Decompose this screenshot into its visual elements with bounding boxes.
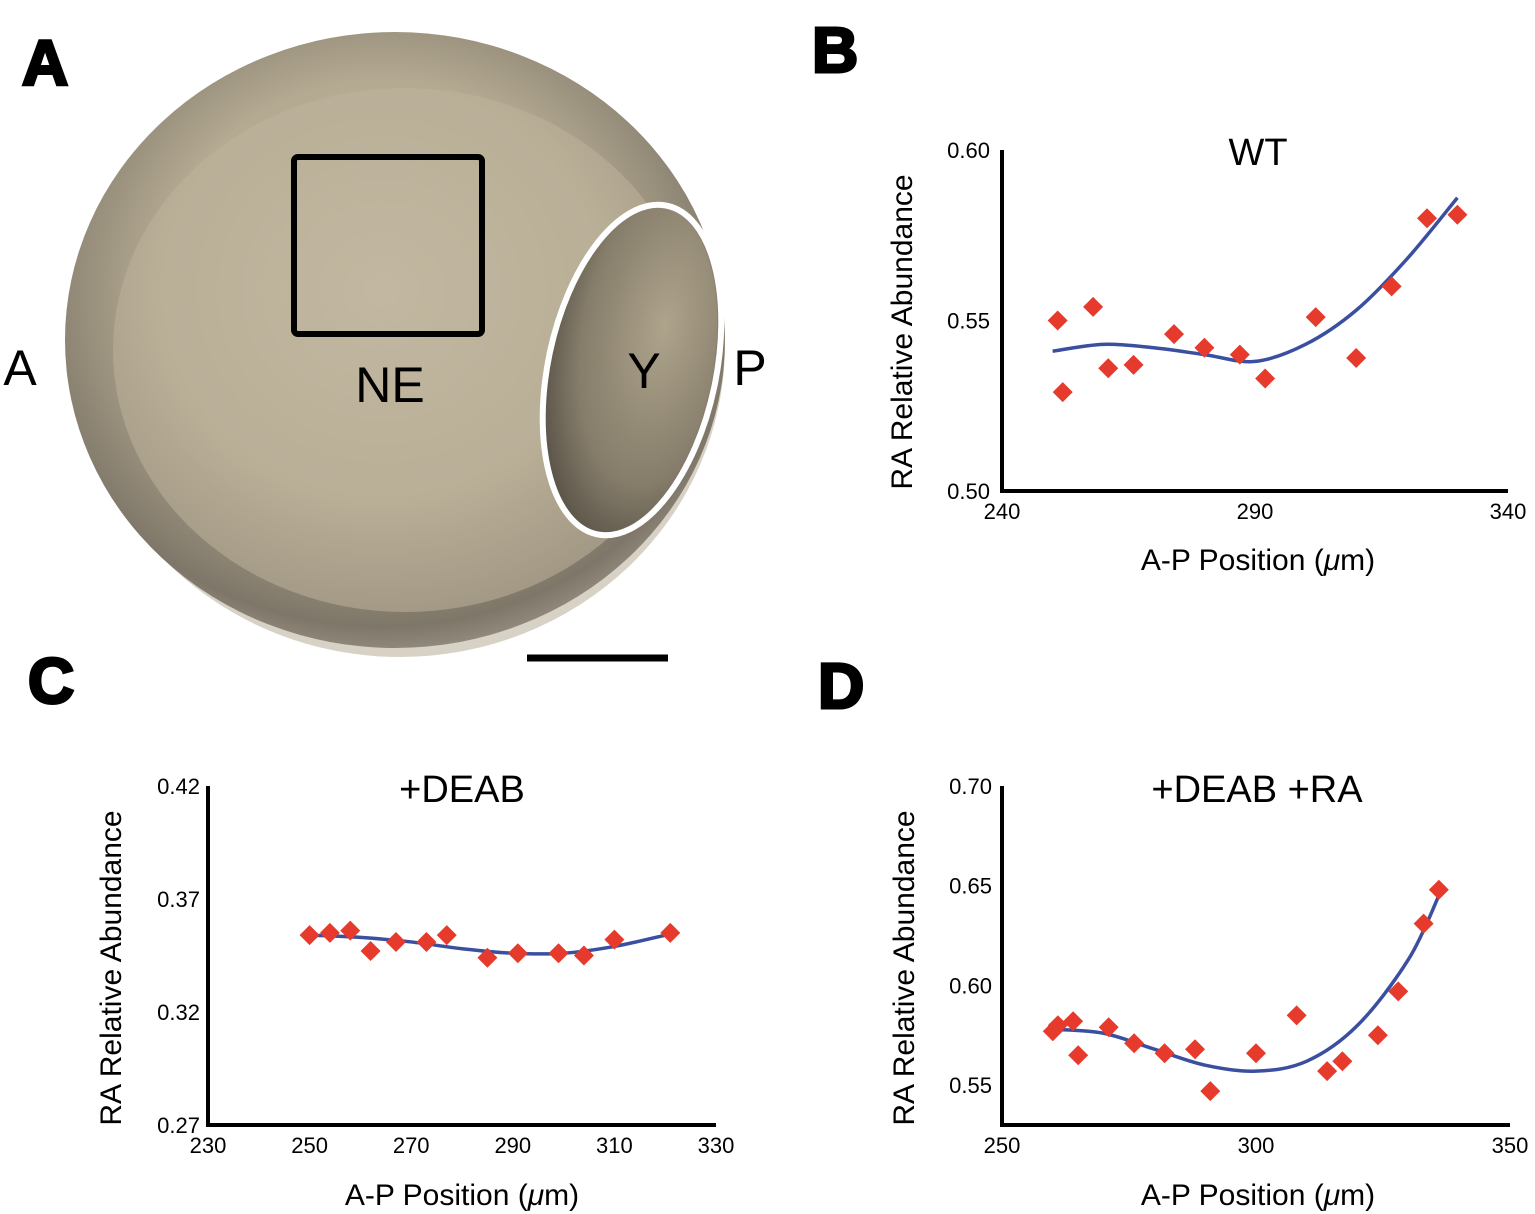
x-tick-label: 310: [596, 1133, 633, 1158]
y-tick-label: 0.37: [157, 887, 200, 912]
data-point-marker: [1047, 1015, 1068, 1036]
data-point-marker: [1098, 1017, 1119, 1038]
y-tick-label: 0.27: [157, 1113, 200, 1138]
y-tick-label: 0.42: [157, 774, 200, 799]
data-point-marker: [660, 922, 681, 943]
data-point-marker: [1123, 354, 1144, 375]
data-point-marker: [299, 925, 320, 946]
x-tick-label: 290: [1237, 499, 1274, 524]
data-point-marker: [1367, 1025, 1388, 1046]
neural-ectoderm-label: NE: [355, 357, 424, 413]
data-point-marker: [1098, 358, 1119, 379]
panel-a: A NE Y A P: [3, 26, 767, 662]
y-tick-label: 0.70: [949, 774, 992, 799]
data-point-marker: [1200, 1081, 1221, 1102]
x-axis-title: A-P Position (μm): [1141, 1179, 1375, 1212]
data-point-marker: [604, 929, 625, 950]
yolk-outline: [539, 201, 725, 539]
data-point-marker: [1428, 879, 1449, 900]
x-tick-label: 250: [984, 1133, 1021, 1158]
data-point-marker: [1381, 276, 1402, 297]
neural-ectoderm-box: [291, 154, 485, 337]
data-point-marker: [1083, 296, 1104, 317]
chart-d: 250 300 350 0.55 0.60 0.65 0.70 +DEAB +RA A-P Po…: [888, 769, 1528, 1212]
axes-c: [206, 786, 716, 1127]
data-point-marker: [1346, 348, 1367, 369]
x-axis-title: A-P Position (μm): [1141, 544, 1375, 577]
data-point-marker: [385, 931, 406, 952]
data-point-marker: [340, 920, 361, 941]
data-point-marker: [360, 940, 381, 961]
data-point-marker: [1417, 208, 1438, 229]
panel-letter-d: D: [818, 650, 864, 722]
data-point-marker: [1332, 1051, 1353, 1072]
y-axis-title: RA Relative Abundance: [95, 810, 128, 1125]
y-tick-label: 0.65: [949, 874, 992, 899]
data-point-marker: [1052, 382, 1073, 403]
posterior-label: P: [733, 340, 766, 396]
data-point-marker: [1447, 204, 1468, 225]
chart-title: WT: [1228, 132, 1287, 174]
y-tick-label: 0.55: [947, 309, 990, 334]
data-point-marker: [477, 947, 498, 968]
yolk-label: Y: [627, 343, 660, 399]
data-point-marker: [1229, 344, 1250, 365]
data-point-marker: [1154, 1043, 1175, 1064]
y-tick-label: 0.50: [947, 479, 990, 504]
x-axis-title: A-P Position (μm): [345, 1179, 579, 1212]
anterior-label: A: [3, 340, 37, 396]
data-point-marker: [573, 945, 594, 966]
axes-d: [1000, 786, 1510, 1127]
x-tick-label: 290: [494, 1133, 531, 1158]
data-point-marker: [1164, 324, 1185, 345]
data-point-marker: [1185, 1039, 1206, 1060]
data-point-marker: [1063, 1011, 1084, 1032]
data-point-marker: [1194, 337, 1215, 358]
x-tick-label: 340: [1490, 499, 1527, 524]
x-tick-label: 300: [1238, 1133, 1275, 1158]
data-point-marker: [507, 943, 528, 964]
x-tick-label: 250: [291, 1133, 328, 1158]
yolk-region: [542, 207, 718, 533]
fit-curve: [1052, 196, 1459, 364]
chart-b: 240 290 340 0.50 0.55 0.60 WT A-P Position (μm)…: [886, 132, 1526, 577]
axes-b: [1000, 150, 1508, 493]
x-tick-label: 350: [1492, 1133, 1529, 1158]
data-point-marker: [1255, 368, 1276, 389]
chart-c: 230 250 270 290 310 330 0.27 0.32 0.37 0.42 +DEAB A…: [95, 769, 734, 1212]
data-point-marker: [1305, 307, 1326, 328]
y-tick-label: 0.32: [157, 1000, 200, 1025]
y-axis-title: RA Relative Abundance: [886, 174, 919, 489]
x-tick-label: 240: [984, 499, 1021, 524]
chart-title: +DEAB: [399, 769, 525, 811]
data-point-marker: [1317, 1061, 1338, 1082]
data-point-marker: [1068, 1045, 1089, 1066]
chart-title: +DEAB +RA: [1151, 769, 1363, 811]
data-point-marker: [1047, 310, 1068, 331]
panel-letter-b: B: [812, 14, 858, 86]
data-point-marker: [1124, 1033, 1145, 1054]
x-tick-label: 230: [190, 1133, 227, 1158]
y-tick-label: 0.60: [949, 973, 992, 998]
data-point-marker: [1246, 1043, 1266, 1064]
data-point-marker: [1413, 913, 1434, 934]
data-point-marker: [1388, 981, 1409, 1002]
x-tick-label: 270: [393, 1133, 430, 1158]
y-tick-label: 0.60: [947, 138, 990, 163]
y-tick-label: 0.55: [949, 1073, 992, 1098]
x-tick-label: 330: [698, 1133, 735, 1158]
panel-letter-a: A: [22, 27, 68, 99]
data-point-marker: [436, 925, 457, 946]
data-point-marker: [1286, 1005, 1307, 1026]
panel-letter-c: C: [28, 645, 74, 717]
data-point-marker: [548, 943, 569, 964]
data-point-marker: [319, 922, 340, 943]
y-axis-title: RA Relative Abundance: [888, 810, 921, 1125]
data-point-marker: [416, 931, 437, 952]
fit-curve: [1052, 894, 1441, 1073]
